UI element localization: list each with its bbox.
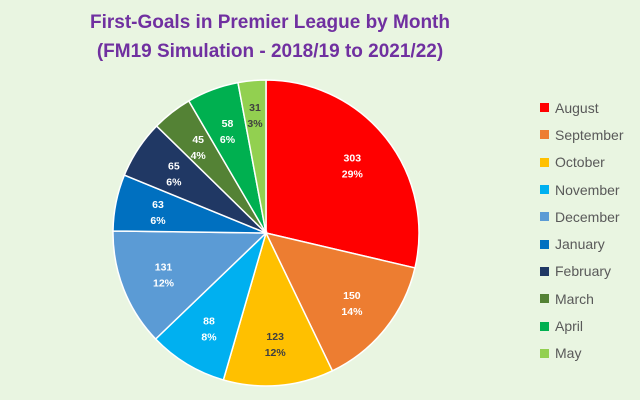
legend-swatch: [540, 239, 549, 249]
data-label-value-december: 131: [155, 261, 173, 273]
legend-label: January: [555, 236, 605, 253]
data-label-percent-may: 3%: [247, 118, 263, 130]
data-label-percent-february: 6%: [166, 177, 182, 189]
data-label-percent-october: 12%: [265, 347, 287, 359]
data-label-value-october: 123: [266, 331, 284, 343]
data-label-value-may: 31: [249, 102, 261, 114]
pie-slice-august: [265, 79, 420, 269]
data-label-value-march: 45: [192, 134, 204, 146]
legend-swatch: [540, 103, 549, 113]
data-label-value-february: 65: [168, 161, 180, 173]
chart-title-block: First-Goals in Premier League by Month (…: [0, 8, 540, 66]
chart-title: First-Goals in Premier League by Month: [89, 12, 450, 33]
legend-item-january: January: [540, 230, 636, 257]
data-label-value-august: 303: [344, 153, 362, 165]
legend-item-april: April: [540, 312, 636, 339]
legend-label: April: [555, 318, 584, 335]
legend-label: March: [555, 290, 594, 307]
data-label-percent-december: 12%: [153, 277, 175, 289]
legend-item-march: March: [540, 285, 636, 312]
data-label-value-april: 58: [222, 118, 234, 130]
pie-slice-may: [237, 79, 267, 234]
legend-swatch: [540, 130, 549, 140]
legend-swatch: [540, 348, 549, 358]
legend-label: February: [555, 263, 612, 280]
chart-subtitle: (FM19 Simulation - 2018/19 to 2021/22): [96, 41, 444, 62]
data-label-value-january: 63: [152, 199, 164, 211]
legend-swatch: [540, 266, 549, 276]
pie-slice-october: [222, 230, 334, 387]
legend-swatch: [540, 294, 549, 304]
data-label-percent-april: 6%: [220, 134, 236, 146]
legend-item-october: October: [540, 149, 636, 176]
legend-swatch: [540, 321, 549, 331]
legend-label: November: [555, 181, 620, 198]
data-label-percent-september: 14%: [341, 306, 363, 318]
data-label-percent-august: 29%: [342, 169, 364, 181]
legend-item-may: May: [540, 340, 636, 367]
legend-item-december: December: [540, 203, 636, 230]
legend-label: December: [555, 208, 620, 225]
pie-slice-december: [112, 230, 268, 341]
legend-item-august: August: [540, 94, 636, 121]
legend-item-february: February: [540, 258, 636, 285]
legend-swatch: [540, 212, 549, 222]
legend-item-november: November: [540, 176, 636, 203]
legend-swatch: [540, 185, 549, 195]
data-label-percent-january: 6%: [150, 215, 166, 227]
legend-swatch: [540, 157, 549, 167]
legend-label: September: [555, 126, 624, 143]
data-label-value-september: 150: [343, 290, 361, 302]
legend-item-september: September: [540, 121, 636, 148]
data-label-percent-november: 8%: [201, 331, 217, 343]
data-label-percent-march: 4%: [191, 150, 207, 162]
legend: August September October November December Ja…: [540, 94, 636, 367]
legend-label: October: [555, 154, 605, 171]
legend-label: August: [555, 99, 599, 116]
data-label-value-november: 88: [203, 315, 215, 327]
pie-slice-september: [264, 231, 416, 372]
legend-label: May: [555, 345, 582, 362]
